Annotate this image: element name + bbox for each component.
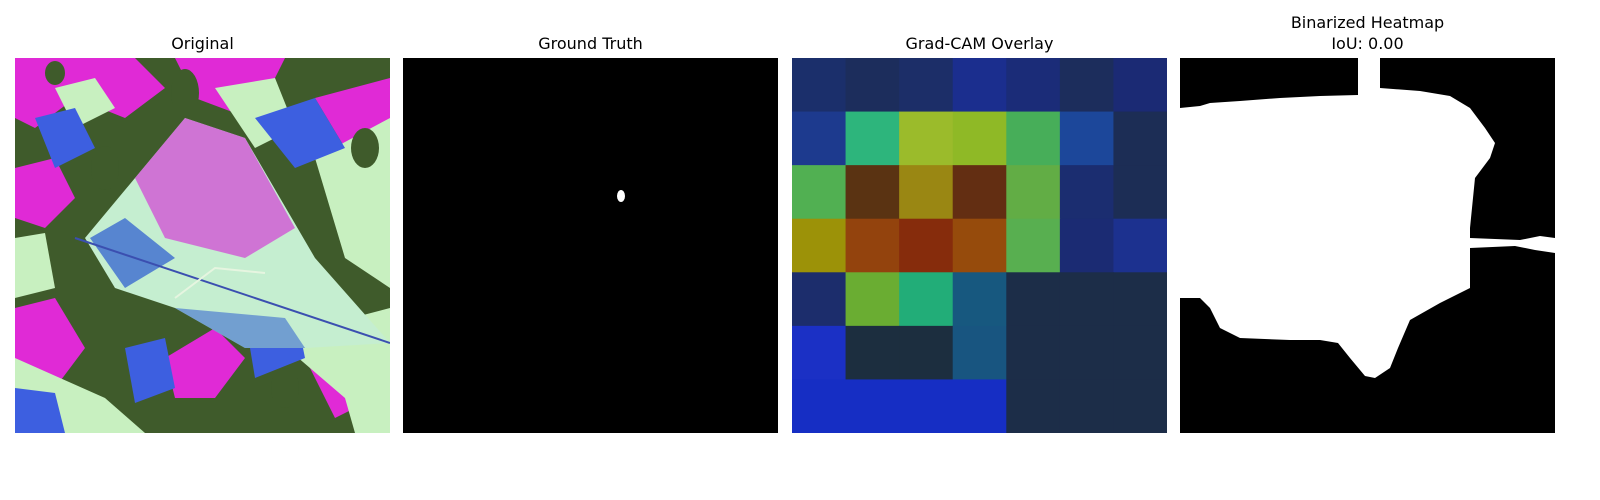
heatmap-cell (1006, 218, 1061, 273)
heatmap-cell (899, 165, 954, 220)
heatmap-cell (1006, 325, 1061, 381)
panel-gradcam: Grad-CAM Overlay (792, 0, 1167, 440)
ground-truth-mask (403, 58, 778, 433)
heatmap-cell (1113, 325, 1167, 381)
heatmap-cell (792, 218, 847, 273)
heatmap-cell (952, 272, 1007, 327)
heatmap-cell (792, 165, 847, 220)
gradcam-overlay-image (792, 58, 1167, 433)
heatmap-cell (1113, 111, 1167, 166)
heatmap-cell (845, 165, 900, 220)
heatmap-cell (952, 218, 1007, 273)
heatmap-cell (899, 325, 954, 381)
heatmap-cell (1059, 218, 1115, 273)
heatmap-cell (952, 111, 1007, 166)
heatmap-cell (1006, 111, 1061, 166)
panel-original: Original (15, 0, 390, 440)
heatmap-cell (952, 325, 1007, 381)
panel-title-ground-truth: Ground Truth (538, 34, 643, 53)
heatmap-cell (792, 58, 847, 113)
heatmap-cell (845, 58, 900, 113)
heatmap-cell (1006, 165, 1061, 220)
heatmap-cell (792, 272, 847, 327)
panel-title-gradcam: Grad-CAM Overlay (905, 34, 1054, 53)
heatmap-cell (899, 379, 954, 433)
heatmap-cell (845, 218, 900, 273)
heatmap-cell (1059, 379, 1115, 433)
heatmap-cell (1059, 272, 1115, 327)
panel-ground-truth: Ground Truth (403, 0, 778, 440)
heatmap-cell (845, 272, 900, 327)
heatmap-cell (792, 379, 847, 433)
heatmap-cell (899, 58, 954, 113)
heatmap-cell (899, 272, 954, 327)
heatmap-cell (1113, 218, 1167, 273)
heatmap-cell (845, 379, 900, 433)
binary-region (1180, 58, 1555, 378)
heatmap-cell (845, 325, 900, 381)
heatmap-cell (1059, 58, 1115, 113)
panel-title-original: Original (171, 34, 234, 53)
heatmap-cell (1006, 58, 1061, 113)
heatmap-cell (952, 379, 1007, 433)
heatmap-cell (1059, 325, 1115, 381)
heatmap-cell (792, 325, 847, 381)
heatmap-cell (952, 58, 1007, 113)
heatmap-cell (1059, 111, 1115, 166)
heatmap-cell (1113, 165, 1167, 220)
heatmap-cell (845, 111, 900, 166)
heatmap-cell (1006, 272, 1061, 327)
heatmap-cell (1113, 379, 1167, 433)
heatmap-cell (899, 218, 954, 273)
heatmap-cell (1006, 379, 1061, 433)
panel-binarized: Binarized Heatmap IoU: 0.00 (1180, 0, 1555, 440)
original-image (15, 58, 390, 433)
heatmap-cell (899, 111, 954, 166)
mask-spot (617, 190, 625, 202)
heatmap-cell (952, 165, 1007, 220)
heatmap-cell (1059, 165, 1115, 220)
panel-title-binarized: Binarized Heatmap (1290, 13, 1445, 32)
iou-label: IoU: 0.00 (1331, 34, 1404, 53)
heatmap-cell (1113, 58, 1167, 113)
heatmap-cell (792, 111, 847, 166)
heatmap-cell (1113, 272, 1167, 327)
binarized-heatmap-image (1180, 58, 1555, 433)
